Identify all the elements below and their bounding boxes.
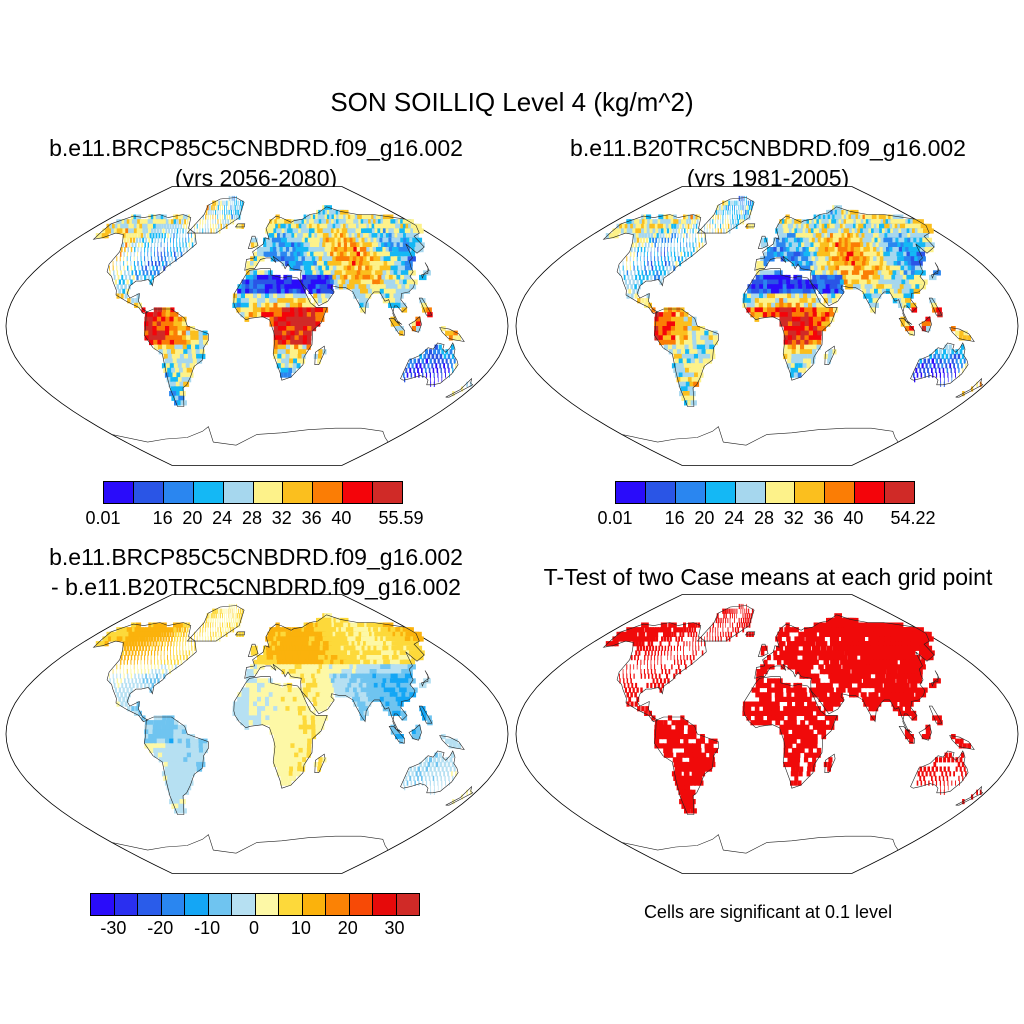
colorbar-swatch — [735, 482, 766, 503]
colorbar-swatch — [373, 482, 403, 503]
colorbar-tick-label: 0 — [248, 918, 260, 938]
colorbar-tick-label: 16 — [152, 508, 173, 528]
colorbar-swatch — [795, 482, 826, 503]
colorbar-tick-label: 40 — [331, 508, 352, 528]
colorbar-swatch — [343, 482, 374, 503]
colorbar-swatch — [138, 894, 162, 915]
grid-cells — [605, 195, 982, 406]
colorbar-historical-labels: 0.01 16 20 24 28 32 36 40 54.22 — [597, 508, 935, 530]
colorbar-tick-label: 40 — [843, 508, 864, 528]
colorbar-future — [103, 481, 403, 504]
colorbar-tick-label: 28 — [753, 508, 775, 528]
colorbar-swatch — [114, 894, 138, 915]
panel-difference-title-line1: b.e11.BRCP85C5CNBDRD.f09_g16.002 — [49, 544, 463, 570]
panel-difference-title: b.e11.BRCP85C5CNBDRD.f09_g16.002 - b.e11… — [0, 542, 512, 602]
colorbar-tick-label: 24 — [724, 508, 745, 528]
grid-cells — [95, 603, 472, 814]
colorbar-tick-label: 55.59 — [378, 508, 424, 528]
map-border — [515, 594, 1019, 874]
colorbar-tick-label: -20 — [147, 918, 174, 938]
colorbar-tick-label: -10 — [194, 918, 221, 938]
panel-historical-title-line1: b.e11.B20TRC5CNBDRD.f09_g16.002 — [570, 135, 966, 161]
colorbar-tick-label: 20 — [694, 508, 715, 528]
map-difference — [5, 594, 509, 874]
map-border — [5, 594, 509, 874]
colorbar-swatch — [765, 482, 796, 503]
colorbar-future-labels: 0.01 16 20 24 28 32 36 40 55.59 — [85, 508, 423, 530]
grid-cells — [605, 603, 982, 814]
colorbar-swatch — [161, 894, 185, 915]
panel-historical-title: b.e11.B20TRC5CNBDRD.f09_g16.002 (yrs 198… — [512, 133, 1024, 193]
colorbar-tick-label: 32 — [783, 508, 804, 528]
colorbar-difference-labels: -30 -20 -10 0 10 20 30 — [90, 918, 418, 940]
colorbar-swatch — [349, 894, 373, 915]
significance-note: Cells are significant at 0.1 level — [643, 902, 893, 922]
colorbar-swatch — [279, 894, 303, 915]
colorbar-tick-label: 36 — [301, 508, 322, 528]
colorbar-swatch — [326, 894, 350, 915]
colorbar-swatch — [133, 482, 164, 503]
colorbar-swatch — [855, 482, 886, 503]
colorbar-tick-label: 10 — [290, 918, 311, 938]
colorbar-swatch — [396, 894, 419, 915]
map-future — [5, 186, 509, 466]
colorbar-swatch — [104, 482, 134, 503]
colorbar-tick-label: 24 — [212, 508, 233, 528]
colorbar-swatch — [193, 482, 224, 503]
colorbar-swatch — [645, 482, 676, 503]
map-border — [515, 186, 1019, 466]
colorbar-tick-label: 20 — [182, 508, 203, 528]
main-title: SON SOILLIQ Level 4 (kg/m^2) — [330, 87, 694, 117]
colorbar-swatch — [373, 894, 397, 915]
colorbar-swatch — [705, 482, 736, 503]
colorbar-difference — [90, 893, 420, 916]
coastlines — [602, 197, 984, 446]
map-historical — [515, 186, 1019, 466]
colorbar-tick-label: 30 — [384, 918, 405, 938]
coastlines — [602, 605, 984, 854]
colorbar-swatch — [255, 894, 279, 915]
colorbar-tick-label: -30 — [100, 918, 127, 938]
colorbar-swatch — [283, 482, 314, 503]
panel-ttest-title: T-Test of two Case means at each grid po… — [543, 564, 993, 590]
colorbar-tick-label: 36 — [813, 508, 834, 528]
panel-future-title: b.e11.BRCP85C5CNBDRD.f09_g16.002 (yrs 20… — [0, 133, 512, 193]
colorbar-historical — [615, 481, 915, 504]
colorbar-swatch — [616, 482, 646, 503]
coastlines — [92, 605, 474, 854]
colorbar-tick-label: 20 — [337, 918, 358, 938]
colorbar-tick-label: 0.01 — [597, 508, 633, 528]
map-border — [5, 186, 509, 466]
colorbar-swatch — [825, 482, 856, 503]
colorbar-swatch — [232, 894, 256, 915]
colorbar-tick-label: 0.01 — [85, 508, 121, 528]
colorbar-tick-label: 16 — [664, 508, 685, 528]
colorbar-swatch — [885, 482, 915, 503]
colorbar-tick-label: 32 — [271, 508, 292, 528]
colorbar-swatch — [185, 894, 209, 915]
colorbar-swatch — [253, 482, 284, 503]
colorbar-swatch — [313, 482, 344, 503]
panel-future-title-line1: b.e11.BRCP85C5CNBDRD.f09_g16.002 — [49, 135, 463, 161]
colorbar-tick-label: 54.22 — [890, 508, 936, 528]
colorbar-swatch — [223, 482, 254, 503]
coastlines — [92, 197, 474, 446]
colorbar-swatch — [302, 894, 326, 915]
colorbar-swatch — [91, 894, 115, 915]
colorbar-swatch — [675, 482, 706, 503]
map-ttest — [515, 594, 1019, 874]
grid-cells — [95, 195, 472, 406]
colorbar-swatch — [208, 894, 232, 915]
colorbar-tick-label: 28 — [241, 508, 263, 528]
colorbar-swatch — [163, 482, 194, 503]
